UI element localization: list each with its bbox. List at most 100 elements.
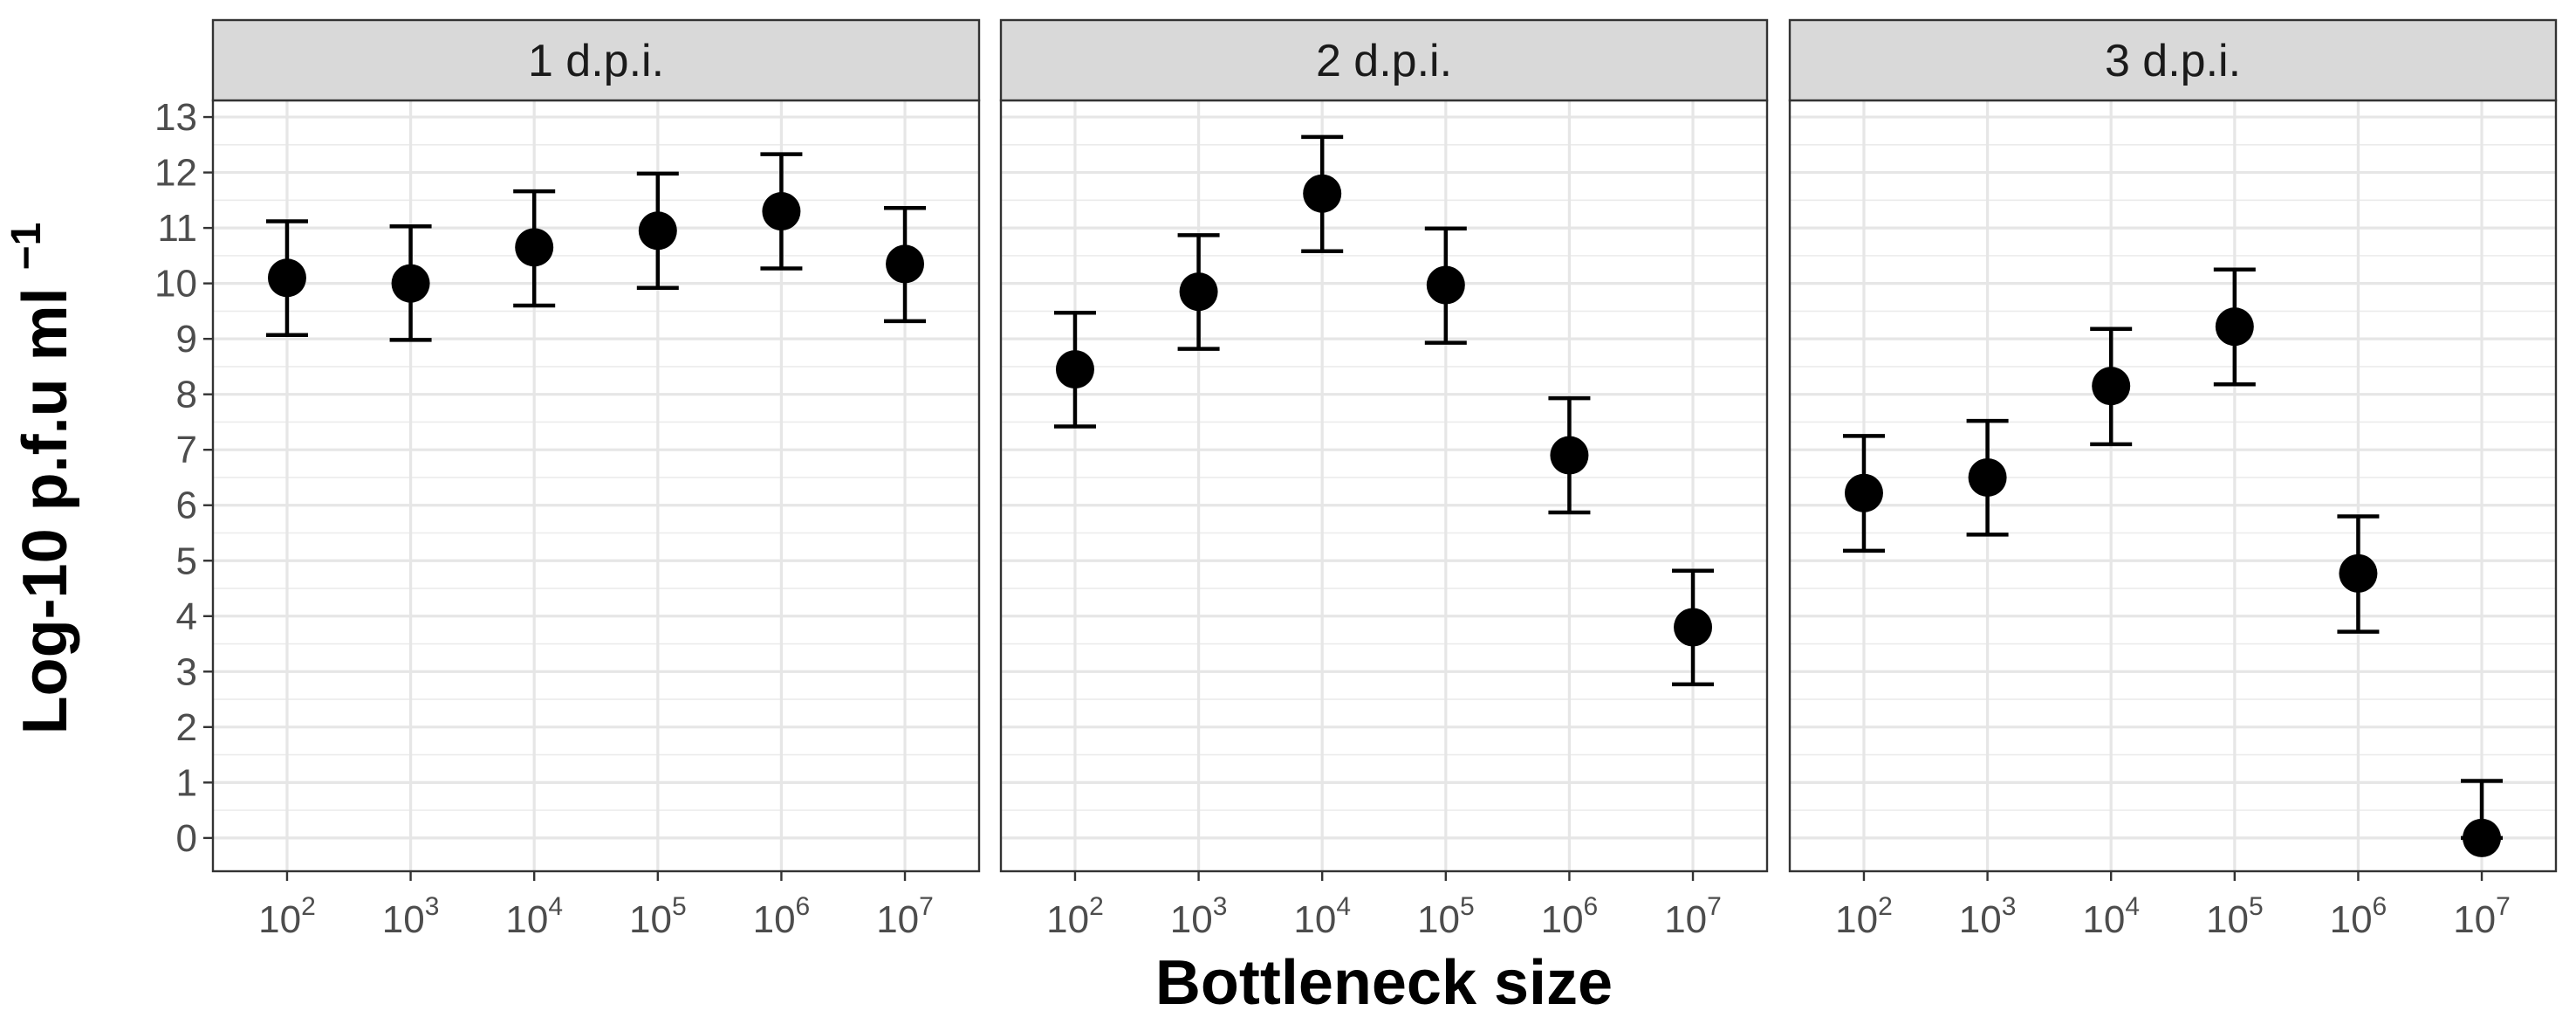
- x-tick-exponent: 2: [301, 892, 316, 921]
- data-point: [2463, 818, 2502, 857]
- y-tick-label: 6: [176, 485, 197, 527]
- x-tick-exponent: 4: [548, 892, 563, 921]
- x-tick-exponent: 5: [672, 892, 687, 921]
- x-tick-exponent: 5: [1460, 892, 1475, 921]
- y-axis-title-superscript: −1: [3, 223, 50, 271]
- x-tick-exponent: 6: [1584, 892, 1599, 921]
- x-tick-label: 105: [629, 892, 687, 941]
- x-tick-base: 10: [1541, 898, 1584, 941]
- x-tick-label: 107: [1664, 892, 1722, 941]
- y-tick-label: 8: [176, 374, 197, 416]
- x-tick-base: 10: [2082, 898, 2125, 941]
- data-point: [1968, 457, 2007, 497]
- y-tick-label: 9: [176, 318, 197, 361]
- data-point: [638, 211, 677, 251]
- x-tick-label: 102: [258, 892, 316, 941]
- x-tick-base: 10: [2330, 898, 2373, 941]
- data-point: [391, 264, 430, 303]
- data-point: [1844, 473, 1883, 512]
- panel-1: 1 d.p.i.102 103 104 105 106 107: [211, 18, 981, 941]
- x-tick-exponent: 5: [2249, 892, 2264, 921]
- x-tick-base: 10: [1417, 898, 1460, 941]
- panel-3: 3 d.p.i.102 103 104 105 106 107: [1788, 18, 2558, 941]
- facet-strip-label: 2 d.p.i.: [1316, 36, 1452, 86]
- x-axis-title: Bottleneck size: [1155, 948, 1613, 1018]
- x-tick-exponent: 2: [1089, 892, 1104, 921]
- x-tick-base: 10: [2206, 898, 2249, 941]
- x-tick-label: 104: [2082, 892, 2140, 941]
- x-tick-label: 102: [1046, 892, 1104, 941]
- y-tick-label: 11: [157, 207, 197, 250]
- y-axis-title: Log-10 p.f.u ml −1: [3, 223, 80, 735]
- x-tick-base: 10: [258, 898, 301, 941]
- x-tick-exponent: 7: [2496, 892, 2511, 921]
- y-tick-label: 5: [176, 540, 197, 582]
- data-point: [886, 244, 925, 284]
- data-point: [2215, 307, 2254, 347]
- data-point: [762, 192, 801, 231]
- y-tick-label: 0: [176, 817, 197, 860]
- x-tick-label: 103: [382, 892, 440, 941]
- data-point: [267, 258, 306, 298]
- panel-2: 2 d.p.i.102 103 104 105 106 107: [999, 18, 1769, 941]
- x-tick-base: 10: [1293, 898, 1336, 941]
- x-tick-exponent: 7: [1707, 892, 1722, 921]
- x-tick-exponent: 3: [1213, 892, 1228, 921]
- data-point: [2092, 367, 2131, 406]
- x-tick-label: 103: [1959, 892, 2017, 941]
- x-tick-label: 105: [2206, 892, 2264, 941]
- data-point: [1674, 608, 1713, 647]
- x-tick-exponent: 6: [2373, 892, 2388, 921]
- x-tick-exponent: 6: [796, 892, 811, 921]
- y-tick-label: 13: [154, 96, 197, 139]
- facet-strip: [999, 18, 1769, 102]
- y-tick-label: 1: [176, 761, 197, 804]
- data-point: [1550, 436, 1589, 475]
- x-tick-label: 106: [1541, 892, 1599, 941]
- data-point: [515, 228, 554, 267]
- panel-background: [1790, 100, 2556, 871]
- x-tick-base: 10: [2453, 898, 2496, 941]
- x-tick-base: 10: [1835, 898, 1878, 941]
- data-point: [2339, 553, 2378, 593]
- x-tick-exponent: 3: [2002, 892, 2017, 921]
- x-tick-base: 10: [1046, 898, 1089, 941]
- data-point: [1426, 265, 1465, 305]
- facet-strip-label: 3 d.p.i.: [2105, 36, 2241, 86]
- panel-background: [1001, 100, 1767, 871]
- panel-background: [213, 100, 979, 871]
- x-tick-exponent: 4: [2125, 892, 2140, 921]
- x-tick-label: 106: [753, 892, 811, 941]
- data-point: [1055, 350, 1094, 389]
- y-axis-title-text: Log-10 p.f.u ml: [10, 287, 80, 734]
- x-tick-exponent: 7: [919, 892, 934, 921]
- y-tick-label: 3: [176, 650, 197, 693]
- x-tick-base: 10: [1170, 898, 1213, 941]
- facet-strip: [211, 18, 981, 102]
- y-tick-label: 7: [176, 429, 197, 471]
- x-tick-label: 106: [2330, 892, 2388, 941]
- facet-strip-label: 1 d.p.i.: [528, 36, 664, 86]
- data-point: [1179, 272, 1218, 312]
- x-tick-exponent: 2: [1878, 892, 1893, 921]
- y-tick-label: 12: [154, 152, 197, 195]
- x-tick-base: 10: [1664, 898, 1707, 941]
- x-tick-label: 102: [1835, 892, 1893, 941]
- x-tick-base: 10: [505, 898, 548, 941]
- x-tick-base: 10: [382, 898, 425, 941]
- x-tick-label: 107: [876, 892, 934, 941]
- y-tick-label: 4: [176, 595, 197, 638]
- x-tick-label: 105: [1417, 892, 1475, 941]
- facet-strip: [1788, 18, 2558, 102]
- x-tick-label: 104: [505, 892, 563, 941]
- y-tick-label: 2: [176, 706, 197, 749]
- x-tick-base: 10: [629, 898, 672, 941]
- x-tick-base: 10: [876, 898, 919, 941]
- x-tick-label: 103: [1170, 892, 1228, 941]
- x-tick-exponent: 4: [1336, 892, 1351, 921]
- x-tick-base: 10: [753, 898, 796, 941]
- data-point: [1303, 174, 1342, 213]
